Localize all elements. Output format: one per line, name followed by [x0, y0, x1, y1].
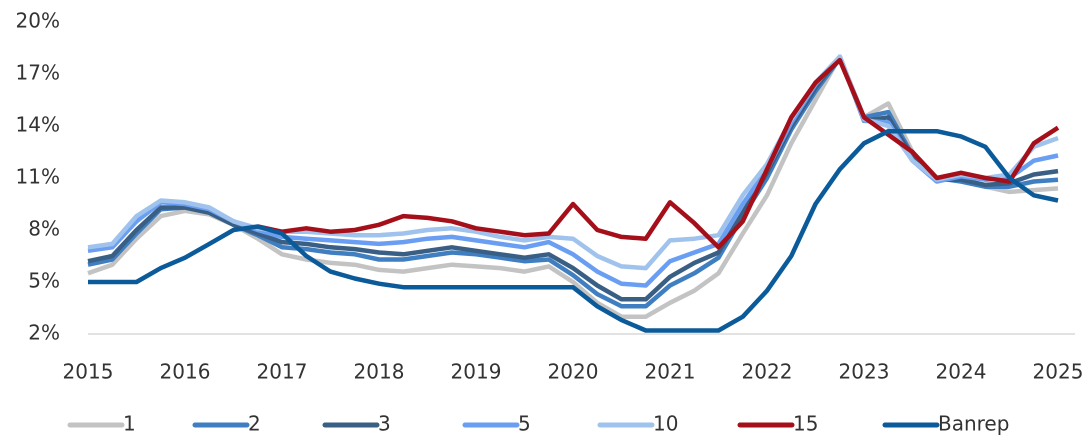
legend-label: 15	[793, 412, 818, 436]
y-tick-label: 8%	[28, 217, 60, 241]
y-tick-label: 11%	[16, 165, 60, 189]
series-line	[88, 128, 1059, 333]
series-line	[257, 57, 1060, 250]
x-tick-label: 2022	[742, 360, 793, 384]
x-tick-label: 2019	[451, 360, 502, 384]
y-tick-label: 20%	[16, 9, 60, 33]
y-tick-label: 17%	[16, 61, 60, 85]
series-line	[87, 54, 1059, 271]
x-tick-label: 2016	[160, 360, 211, 384]
series-line	[87, 54, 1059, 288]
x-tick-label: 2017	[257, 360, 308, 384]
legend-label: 10	[653, 412, 678, 436]
series-line	[87, 54, 1059, 302]
x-tick-label: 2023	[839, 360, 890, 384]
x-tick-label: 2024	[936, 360, 987, 384]
x-tick-label: 2021	[645, 360, 696, 384]
legend-label: 5	[518, 412, 531, 436]
legend-label: 3	[378, 412, 391, 436]
legend-label: 1	[123, 412, 136, 436]
x-tick-label: 2015	[63, 360, 114, 384]
y-tick-label: 14%	[16, 113, 60, 137]
y-tick-label: 5%	[28, 269, 60, 293]
y-tick-label: 2%	[28, 321, 60, 345]
x-tick-label: 2025	[1033, 360, 1084, 384]
x-tick-label: 2018	[354, 360, 405, 384]
legend-label: Banrep	[938, 412, 1009, 436]
legend-label: 2	[248, 412, 261, 436]
x-tick-label: 2020	[548, 360, 599, 384]
